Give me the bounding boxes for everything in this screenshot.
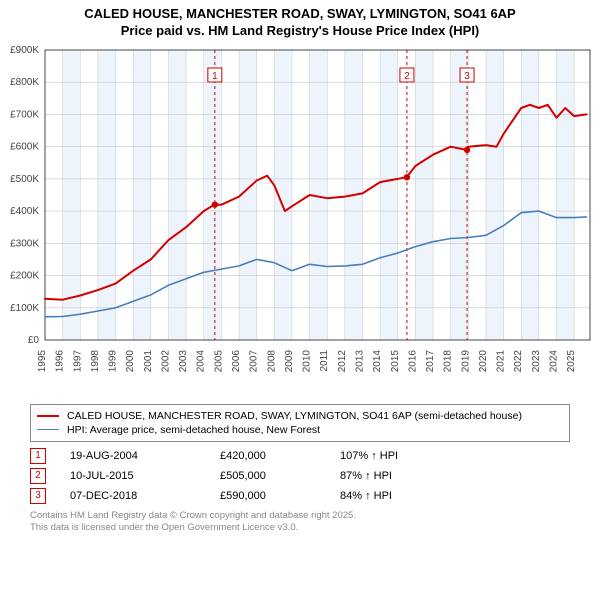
svg-text:£0: £0 <box>28 335 40 346</box>
svg-text:£400K: £400K <box>10 206 39 217</box>
svg-text:2007: 2007 <box>249 349 260 372</box>
license-line-2: This data is licensed under the Open Gov… <box>30 522 570 534</box>
sale-price: £505,000 <box>220 470 340 482</box>
svg-text:1997: 1997 <box>72 349 83 372</box>
svg-text:2018: 2018 <box>443 349 454 372</box>
svg-text:1998: 1998 <box>90 349 101 372</box>
sale-row: 2 10-JUL-2015£505,00087% ↑ HPI <box>30 466 570 486</box>
svg-text:1999: 1999 <box>108 349 119 372</box>
sale-price: £590,000 <box>220 490 340 502</box>
svg-text:2024: 2024 <box>548 349 559 372</box>
svg-text:2010: 2010 <box>302 349 313 372</box>
sale-marker-badge: 2 <box>30 468 46 484</box>
sale-row: 1 19-AUG-2004£420,000107% ↑ HPI <box>30 446 570 466</box>
svg-text:£900K: £900K <box>10 45 39 56</box>
title-line-2: Price paid vs. HM Land Registry's House … <box>0 23 600 40</box>
svg-text:£800K: £800K <box>10 77 39 88</box>
svg-text:2025: 2025 <box>566 349 577 372</box>
svg-text:2019: 2019 <box>460 349 471 372</box>
chart-area: £0 £100K £200K £300K £400K £500K £600K £700K £80… <box>0 40 600 400</box>
svg-text:1: 1 <box>212 71 218 82</box>
svg-text:2002: 2002 <box>160 349 171 372</box>
svg-text:£300K: £300K <box>10 238 39 249</box>
svg-text:2009: 2009 <box>284 349 295 372</box>
legend-swatch <box>37 429 59 430</box>
svg-text:2001: 2001 <box>143 349 154 372</box>
sale-row: 3 07-DEC-2018£590,00084% ↑ HPI <box>30 486 570 506</box>
svg-text:2014: 2014 <box>372 349 383 372</box>
svg-text:2023: 2023 <box>531 349 542 372</box>
sale-hpi: 87% ↑ HPI <box>340 470 460 482</box>
svg-text:2012: 2012 <box>337 349 348 372</box>
license-text: Contains HM Land Registry data © Crown c… <box>30 510 570 534</box>
sale-date: 10-JUL-2015 <box>70 470 220 482</box>
sale-price: £420,000 <box>220 450 340 462</box>
legend-label: HPI: Average price, semi-detached house,… <box>67 424 320 436</box>
svg-text:2017: 2017 <box>425 349 436 372</box>
title-line-1: CALED HOUSE, MANCHESTER ROAD, SWAY, LYMI… <box>0 6 600 23</box>
legend-row: CALED HOUSE, MANCHESTER ROAD, SWAY, LYMI… <box>37 409 563 423</box>
svg-text:£500K: £500K <box>10 174 39 185</box>
svg-text:2000: 2000 <box>125 349 136 372</box>
license-line-1: Contains HM Land Registry data © Crown c… <box>30 510 570 522</box>
svg-text:2006: 2006 <box>231 349 242 372</box>
svg-text:2008: 2008 <box>266 349 277 372</box>
svg-text:£100K: £100K <box>10 303 39 314</box>
svg-text:£700K: £700K <box>10 109 39 120</box>
svg-text:2011: 2011 <box>319 349 330 371</box>
sale-hpi: 84% ↑ HPI <box>340 490 460 502</box>
svg-text:2013: 2013 <box>354 349 365 372</box>
svg-text:2021: 2021 <box>496 349 507 372</box>
chart-title: CALED HOUSE, MANCHESTER ROAD, SWAY, LYMI… <box>0 0 600 40</box>
legend-label: CALED HOUSE, MANCHESTER ROAD, SWAY, LYMI… <box>67 410 522 422</box>
svg-text:2: 2 <box>404 71 410 82</box>
svg-text:3: 3 <box>464 71 470 82</box>
legend-box: CALED HOUSE, MANCHESTER ROAD, SWAY, LYMI… <box>30 404 570 442</box>
sales-table: 1 19-AUG-2004£420,000107% ↑ HPI 2 10-JUL-20… <box>30 446 570 506</box>
line-chart-svg: £0 £100K £200K £300K £400K £500K £600K £700K £80… <box>0 40 600 400</box>
svg-text:£600K: £600K <box>10 141 39 152</box>
sale-hpi: 107% ↑ HPI <box>340 450 460 462</box>
svg-text:£200K: £200K <box>10 270 39 281</box>
svg-text:1996: 1996 <box>55 349 66 372</box>
svg-text:2003: 2003 <box>178 349 189 372</box>
svg-text:2022: 2022 <box>513 349 524 372</box>
sale-date: 07-DEC-2018 <box>70 490 220 502</box>
svg-text:2005: 2005 <box>213 349 224 372</box>
sale-marker-badge: 3 <box>30 488 46 504</box>
svg-text:2004: 2004 <box>196 349 207 372</box>
legend-swatch <box>37 415 59 417</box>
svg-text:1995: 1995 <box>37 349 48 372</box>
svg-text:2020: 2020 <box>478 349 489 372</box>
svg-text:2015: 2015 <box>390 349 401 372</box>
legend-row: HPI: Average price, semi-detached house,… <box>37 423 563 437</box>
sale-marker-badge: 1 <box>30 448 46 464</box>
svg-text:2016: 2016 <box>407 349 418 372</box>
sale-date: 19-AUG-2004 <box>70 450 220 462</box>
